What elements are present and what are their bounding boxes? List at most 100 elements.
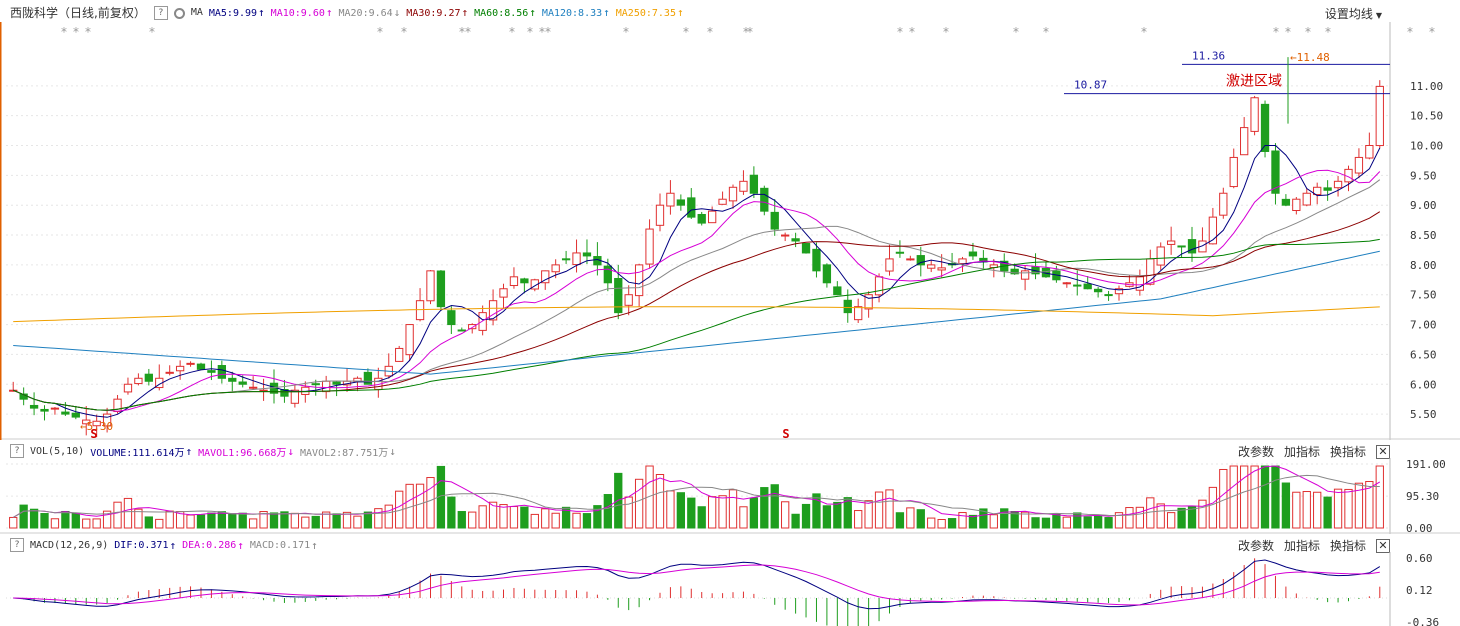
mavol2-value: MAVOL2:87.751万: [300, 447, 389, 459]
switch-indicator-button[interactable]: 换指标: [1329, 539, 1366, 553]
add-indicator-button[interactable]: 加指标: [1283, 445, 1320, 459]
volume-bar: [1073, 512, 1082, 529]
close-icon[interactable]: ✕: [1376, 538, 1390, 553]
volume-bar: [947, 518, 957, 529]
help-icon[interactable]: ?: [153, 6, 168, 20]
candle-body: [102, 413, 112, 427]
volume-bar: [541, 508, 550, 529]
volume-bar: [1365, 480, 1374, 529]
event-star-icon: *: [1042, 25, 1049, 39]
help-icon[interactable]: ?: [10, 538, 24, 552]
macd-tick-label: -0.36: [1406, 616, 1439, 626]
candle-body: [666, 192, 675, 207]
candle-body: [50, 407, 60, 410]
candle-body: [1323, 187, 1332, 191]
volume-bar: [520, 506, 529, 529]
volume-bar: [582, 513, 592, 529]
candle-body: [332, 381, 341, 385]
candle-body: [238, 381, 247, 385]
candle-body: [248, 386, 258, 389]
volume-bar: [624, 496, 633, 529]
volume-bar: [1302, 491, 1311, 529]
arrow-up-icon: ↑: [676, 5, 684, 19]
price-tick-label: 7.00: [1410, 319, 1437, 332]
candle-body: [958, 258, 967, 265]
candle-body: [1281, 198, 1291, 206]
volume-bar: [144, 516, 153, 529]
volume-bar: [248, 518, 258, 529]
volume-bar: [833, 501, 842, 529]
candle-body: [937, 267, 946, 271]
volume-tick-label: 191.00: [1406, 458, 1446, 471]
gear-icon[interactable]: [173, 7, 185, 19]
candle-body: [395, 347, 404, 362]
candle-body: [603, 265, 612, 284]
add-indicator-button[interactable]: 加指标: [1283, 539, 1320, 553]
change-params-button[interactable]: 改参数: [1237, 445, 1274, 459]
volume-bar: [687, 497, 696, 529]
volume-bar: [1313, 491, 1322, 529]
event-star-icon: *: [544, 25, 551, 39]
price-tick-label: 11.00: [1410, 80, 1443, 93]
volume-chart[interactable]: 191.00 95.30 0.00: [0, 458, 1460, 534]
volume-bar: [19, 504, 28, 529]
candle-body: [614, 277, 623, 314]
candle-body: [415, 300, 425, 321]
candle-body: [311, 383, 320, 386]
dea-line: [13, 564, 1380, 606]
volume-bar: [864, 500, 873, 529]
volume-bar: [770, 484, 779, 529]
candle-body: [228, 377, 237, 382]
volume-bar: [989, 514, 998, 529]
candle-body: [1010, 268, 1019, 275]
candle-body: [196, 363, 206, 370]
volume-bar: [1250, 465, 1259, 529]
change-params-button[interactable]: 改参数: [1237, 539, 1274, 553]
event-star-icon: *: [1406, 25, 1413, 39]
candle-body: [509, 276, 519, 287]
mavol-line: [12, 465, 1381, 518]
volume-bar: [113, 501, 122, 529]
volume-bar: [1156, 503, 1165, 529]
volume-value: VOLUME:111.614万: [90, 447, 185, 459]
candle-body: [874, 276, 884, 296]
volume-bar: [123, 497, 133, 529]
chart-header: 西陇科学（日线,前复权） ? MA MA5:9.99↑ MA10:9.60↑ MA2…: [10, 4, 690, 22]
switch-indicator-button[interactable]: 换指标: [1329, 445, 1366, 459]
macd-chart[interactable]: 0.60 0.12 -0.36: [0, 552, 1460, 626]
ma-label: MA: [190, 7, 203, 18]
volume-bar: [1052, 513, 1061, 529]
candle-body: [895, 251, 905, 254]
volume-bar: [61, 510, 70, 529]
volume-bar: [739, 506, 748, 529]
candle-body: [40, 408, 49, 412]
candle-body: [488, 300, 498, 321]
mavol1-value: MAVOL1:96.668万: [198, 447, 287, 459]
price-chart[interactable]: 11.00 10.50 10.00 9.50 9.00 8.50 8.00 7.50 7.00 6…: [0, 22, 1460, 440]
candle-body: [186, 362, 195, 365]
candle-body: [968, 251, 978, 257]
volume-bar: [1281, 482, 1291, 529]
volume-bar: [1020, 511, 1030, 529]
volume-bar: [655, 474, 665, 529]
help-icon[interactable]: ?: [10, 444, 24, 458]
volume-bar: [207, 512, 216, 529]
volume-bar: [322, 511, 331, 529]
volume-bar: [280, 511, 289, 529]
event-star-icon: *: [508, 25, 515, 39]
candle-body: [92, 420, 101, 427]
candle-body: [82, 419, 91, 425]
arrow-up-icon: ↑: [237, 538, 244, 552]
candle-body: [728, 186, 738, 202]
arrow-up-icon: ↑: [169, 538, 177, 552]
close-icon[interactable]: ✕: [1376, 444, 1390, 459]
arrow-up-icon: ↑: [529, 5, 536, 19]
candle-body: [822, 264, 832, 284]
volume-bar: [363, 511, 373, 529]
volume-bar: [791, 513, 800, 529]
volume-bar: [269, 512, 279, 529]
event-star-icon: *: [682, 25, 689, 39]
volume-bar: [228, 513, 237, 529]
volume-bar: [134, 508, 143, 529]
ma-settings-button[interactable]: 设置均线 ▼: [1325, 5, 1382, 22]
